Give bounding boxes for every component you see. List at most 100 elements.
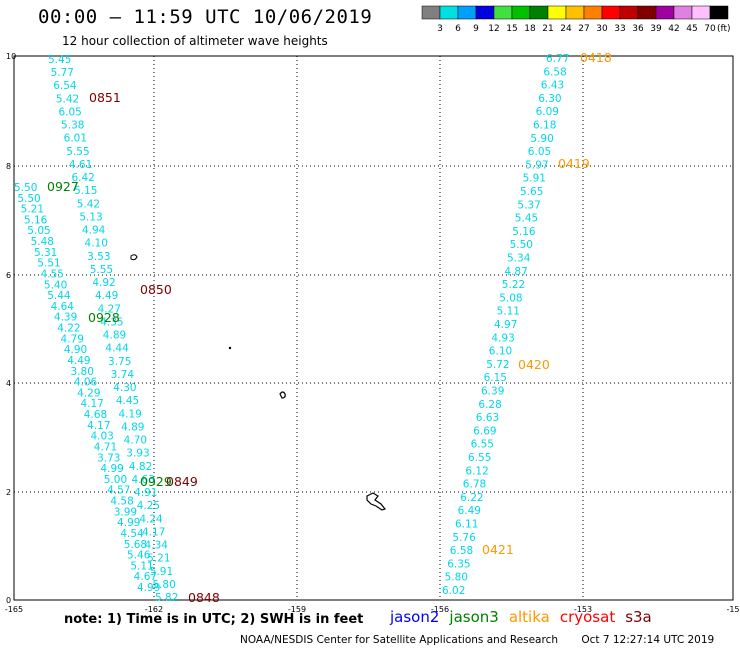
wave-height-value: 5.13 <box>79 211 102 223</box>
x-tick-label: -162 <box>145 605 163 614</box>
wave-height-value: 5.00 <box>104 474 127 486</box>
wave-height-value: 4.45 <box>116 395 139 407</box>
wave-height-value: 5.68 <box>124 539 147 551</box>
wave-height-value: 4.22 <box>57 323 80 335</box>
wave-height-value: 6.49 <box>458 505 481 517</box>
wave-height-value: 5.50 <box>14 182 37 194</box>
x-tick-label: -153 <box>574 605 592 614</box>
wave-height-value: 6.54 <box>53 80 77 92</box>
wave-height-value: 5.46 <box>127 550 151 562</box>
wave-height-value: 4.79 <box>61 333 84 345</box>
legend-entry-jason3: jason3 <box>449 608 499 626</box>
wave-height-value: 3.53 <box>87 251 110 263</box>
color-tick-label: 27 <box>578 24 589 34</box>
wave-height-value: 5.38 <box>61 120 84 132</box>
pass-time-label: 0418 <box>580 50 612 65</box>
wave-height-value: 5.31 <box>34 247 57 259</box>
wave-height-value: 4.63 <box>132 474 155 486</box>
pass-time-label: 0927 <box>47 179 79 194</box>
wave-height-value: 5.91 <box>150 566 173 578</box>
color-tick-label: 24 <box>560 24 572 34</box>
wave-height-value: 4.89 <box>103 330 126 342</box>
legend-entry-s3a: s3a <box>625 608 652 626</box>
color-tick-label: 70 <box>704 24 716 34</box>
wave-height-value: 5.55 <box>90 264 113 276</box>
color-tick-label: 9 <box>473 24 479 34</box>
wave-height-value: 4.93 <box>491 332 514 344</box>
wave-height-value: 5.80 <box>152 579 175 591</box>
wave-height-value: 5.21 <box>21 204 44 216</box>
color-tick-label: 12 <box>488 24 499 34</box>
wave-height-value: 5.77 <box>51 67 74 79</box>
color-tick-label: 15 <box>506 24 517 34</box>
island-outline <box>279 391 286 399</box>
wave-height-value: 3.73 <box>97 452 120 464</box>
wave-height-value: 6.05 <box>58 106 81 118</box>
x-tick-label: -156 <box>431 605 449 614</box>
wave-height-value: 5.22 <box>502 279 525 291</box>
pass-time-label: 0850 <box>140 282 172 297</box>
wave-height-value: 4.39 <box>54 312 77 324</box>
color-tick-label: 30 <box>596 24 608 34</box>
color-tick-label: 3 <box>437 24 443 34</box>
wave-height-value: 6.11 <box>455 519 478 531</box>
credit-text: NOAA/NESDIS Center for Satellite Applica… <box>240 634 558 646</box>
island-outline <box>130 254 138 261</box>
wave-height-value: 5.08 <box>499 292 522 304</box>
wave-height-value: 3.75 <box>108 356 131 368</box>
wave-height-value: 5.45 <box>515 213 538 225</box>
wave-height-value: 3.74 <box>111 369 135 381</box>
wave-height-value: 4.61 <box>69 159 92 171</box>
wave-height-value: 3.93 <box>126 448 149 460</box>
y-tick-label: 2 <box>6 488 11 497</box>
pass-time-label: 0848 <box>188 590 220 605</box>
wave-height-value: 5.11 <box>130 560 153 572</box>
wave-height-value: 4.97 <box>494 319 517 331</box>
wave-height-value: 5.50 <box>17 193 40 205</box>
wave-height-value: 4.06 <box>74 377 98 389</box>
wave-height-value: 5.76 <box>452 532 476 544</box>
wave-height-value: 4.35 <box>100 316 123 328</box>
wave-height-value: 4.99 <box>137 582 160 594</box>
wave-height-value: 5.34 <box>507 253 531 265</box>
wave-height-value: 4.64 <box>51 301 75 313</box>
wave-height-value: 5.42 <box>56 93 79 105</box>
wave-height-value: 5.21 <box>147 553 170 565</box>
color-tick-label: 45 <box>686 24 697 34</box>
wave-height-value: 5.42 <box>77 198 100 210</box>
wave-height-value: 4.87 <box>504 266 527 278</box>
wave-height-value: 6.55 <box>471 439 494 451</box>
y-tick-label: 8 <box>6 162 11 171</box>
wave-height-value: 5.82 <box>155 592 178 604</box>
legend-entry-cryosat: cryosat <box>559 608 616 626</box>
wave-height-value: 6.02 <box>442 585 465 597</box>
wave-height-value: 4.57 <box>107 485 130 497</box>
pass-time-label: 0421 <box>482 542 514 557</box>
wave-height-value: 6.42 <box>71 172 94 184</box>
wave-height-value: 4.17 <box>87 420 110 432</box>
color-tick-label: 33 <box>614 24 625 34</box>
wave-height-value: 6.15 <box>484 372 507 384</box>
wave-height-value: 6.43 <box>541 80 564 92</box>
wave-height-value: 6.09 <box>536 106 559 118</box>
wave-height-value: 6.10 <box>489 346 512 358</box>
wave-height-value: 4.89 <box>121 421 144 433</box>
island-outline <box>366 492 387 511</box>
wave-height-value: 4.29 <box>77 387 100 399</box>
wave-height-value: 6.30 <box>538 93 561 105</box>
wave-height-value: 6.01 <box>64 133 87 145</box>
wave-height-value: 6.12 <box>465 465 488 477</box>
wave-height-value: 4.30 <box>113 382 136 394</box>
wave-height-value: 4.27 <box>98 303 121 315</box>
wave-height-value: 5.51 <box>37 258 60 270</box>
chart-title: 00:00 – 11:59 UTC 10/06/2019 <box>38 6 373 28</box>
wave-height-value: 4.49 <box>95 290 118 302</box>
credit-line: NOAA/NESDIS Center for Satellite Applica… <box>240 634 714 646</box>
wave-height-value: 6.77 <box>546 53 569 65</box>
wave-height-value: 4.91 <box>134 487 157 499</box>
wave-height-value: 4.82 <box>129 461 152 473</box>
wave-height-value: 5.65 <box>520 186 543 198</box>
wave-height-value: 4.17 <box>142 526 165 538</box>
wave-height-value: 4.94 <box>82 225 106 237</box>
